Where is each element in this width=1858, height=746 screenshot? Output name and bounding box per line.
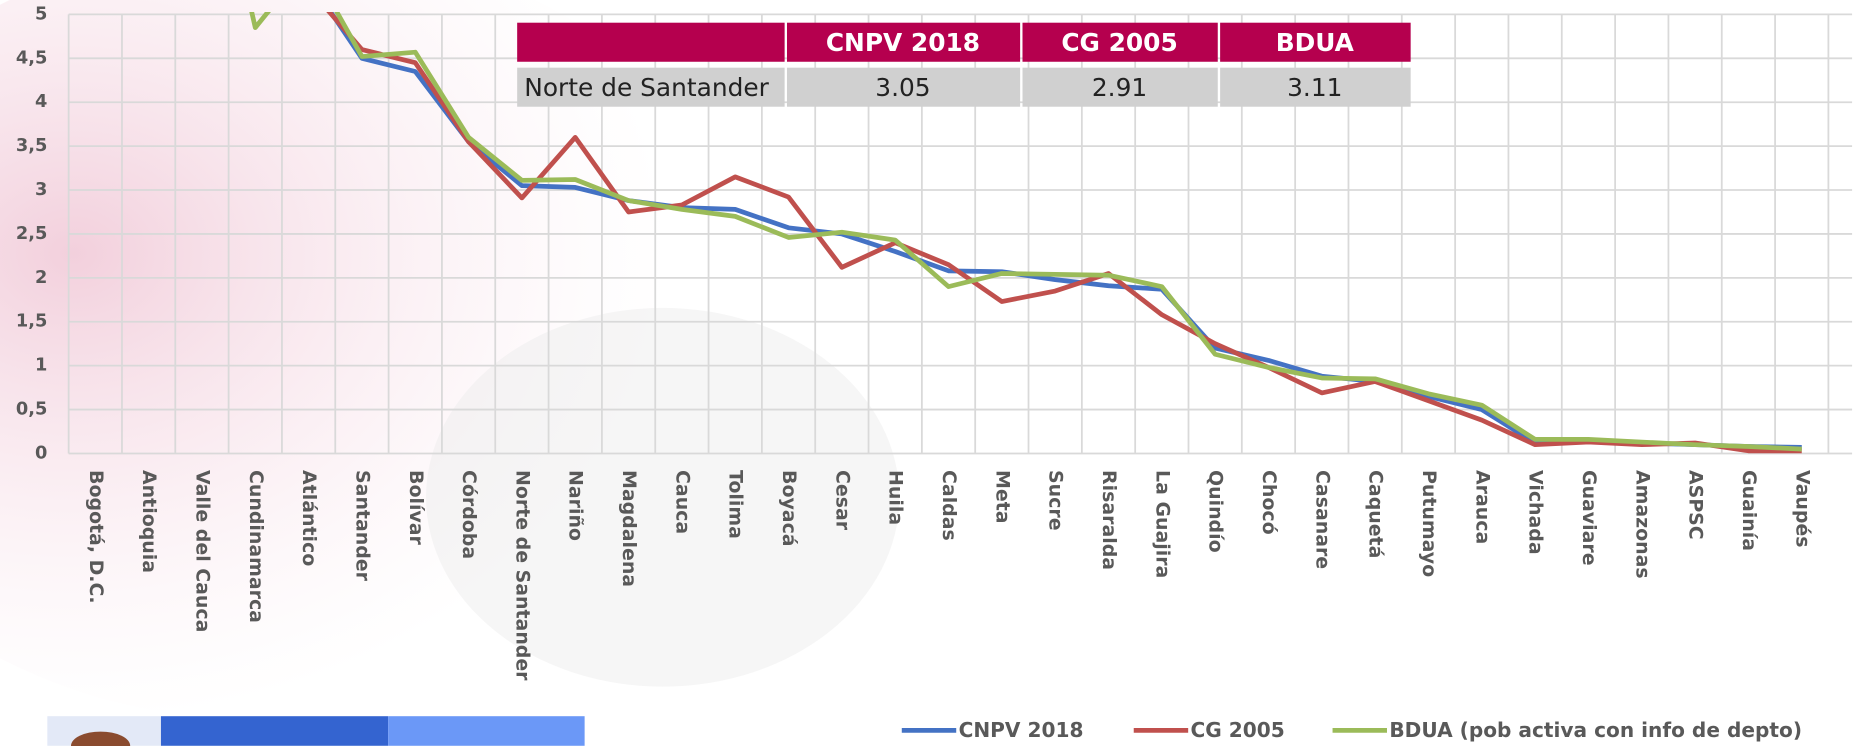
x-tick-label: Valle del Cauca	[191, 470, 213, 632]
x-tick-label: Cauca	[671, 470, 693, 534]
table-header: CG 2005	[1061, 28, 1177, 57]
x-tick-label: Risaralda	[1098, 470, 1120, 570]
table-cell	[517, 67, 785, 107]
labels: 0 0,5 1 1,5 2 2,5 3 3,5 4 4,5 5 Bogotá, D.C. Antioqu…	[16, 4, 1813, 681]
legend-label: CG 2005	[1191, 718, 1285, 742]
x-tick-label: La Guajira	[1151, 470, 1173, 578]
table-cell	[1220, 67, 1411, 107]
y-tick-label: 3	[35, 180, 47, 200]
y-tick-label: 2	[35, 268, 47, 288]
x-tick-label: Sucre	[1045, 470, 1067, 530]
data-table: CNPV 2018 CG 2005 BDUA Norte de Santande…	[517, 22, 1411, 107]
x-tick-label: Bolívar	[405, 470, 427, 545]
y-tick-label: 2,5	[16, 224, 47, 244]
y-tick-label: 4,5	[16, 48, 47, 68]
x-tick-label: Norte de Santander	[511, 470, 533, 681]
legend-label: CNPV 2018	[959, 718, 1084, 742]
table-header: BDUA	[1276, 28, 1355, 57]
table-header-cell	[1220, 22, 1411, 62]
y-tick-label: 0	[35, 443, 47, 463]
x-tick-label: Atlántico	[298, 470, 320, 566]
x-tick-label: ASPSC	[1685, 470, 1707, 540]
x-tick-label: Chocó	[1258, 470, 1280, 535]
table-row-label: Norte de Santander	[524, 73, 769, 102]
x-tick-label: Vaupés	[1791, 470, 1813, 548]
x-tick-label: Caldas	[938, 470, 960, 541]
x-tick-label: Vichada	[1525, 470, 1547, 555]
y-tick-label: 0,5	[16, 400, 47, 420]
x-tick-label: Nariño	[565, 470, 587, 541]
x-tick-label: Caquetá	[1365, 470, 1387, 558]
table-header-cell	[1022, 22, 1218, 62]
y-tick-label: 5	[35, 4, 47, 24]
x-tick-label: Boyacá	[778, 470, 800, 547]
table-value: 2.91	[1092, 73, 1147, 102]
table-header-cell	[786, 22, 1021, 62]
x-tick-label: Córdoba	[458, 470, 480, 559]
y-tick-label: 1	[35, 356, 47, 376]
x-tick-label: Quindío	[1205, 470, 1227, 553]
y-tick-label: 1,5	[16, 312, 47, 332]
series-line	[327, 12, 1802, 450]
x-tick-label: Huila	[885, 470, 907, 525]
x-tick-label: Cundinamarca	[245, 470, 267, 623]
x-tick-label: Antioquia	[138, 470, 160, 573]
x-tick-label: Magdalena	[618, 470, 640, 587]
table-cell	[786, 67, 1021, 107]
legend-label: BDUA (pob activa con info de depto)	[1389, 718, 1802, 742]
series-line	[249, 12, 1802, 452]
logo-strip	[47, 716, 585, 746]
y-tick-label: 4	[35, 92, 47, 112]
table-value: 3.11	[1287, 73, 1342, 102]
y-tick-label: 3,5	[16, 136, 47, 156]
x-tick-label: Santander	[351, 470, 373, 582]
table-header: CNPV 2018	[826, 28, 980, 57]
x-tick-label: Arauca	[1471, 470, 1493, 544]
x-tick-label: Guaviare	[1578, 470, 1600, 566]
x-tick-label: Bogotá, D.C.	[85, 470, 107, 604]
table-value: 3.05	[875, 73, 930, 102]
x-tick-label: Putumayo	[1418, 470, 1440, 577]
x-tick-label: Meta	[991, 470, 1013, 523]
legend: CNPV 2018 CG 2005 BDUA (pob activa con inf…	[901, 718, 1802, 742]
x-tick-label: Cesar	[831, 470, 853, 531]
x-tick-label: Tolima	[725, 470, 747, 539]
plot-area	[249, 12, 1802, 454]
x-tick-label: Amazonas	[1631, 470, 1653, 579]
table-cell	[1022, 67, 1218, 107]
table-header-cell	[517, 22, 785, 62]
x-tick-label: Guainía	[1738, 470, 1760, 551]
x-tick-label: Casanare	[1311, 470, 1333, 569]
